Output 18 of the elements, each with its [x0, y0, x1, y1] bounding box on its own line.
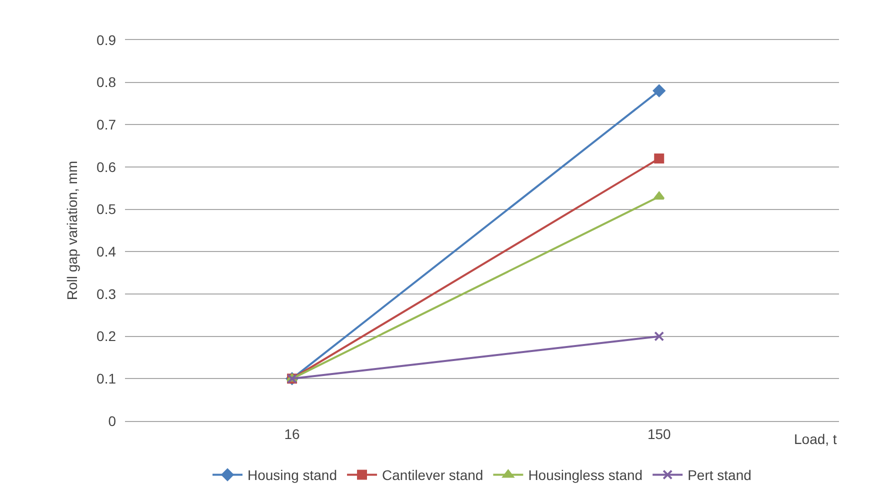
legend-label: Housing stand [248, 467, 338, 484]
y-tick-label: 0.2 [96, 328, 116, 344]
x-tick-label: 16 [284, 426, 300, 442]
y-tick-label: 0.9 [96, 32, 116, 48]
y-tick-label: 0.3 [96, 286, 116, 302]
y-tick-label: 0.7 [96, 116, 116, 133]
y-tick-label: 0.4 [96, 244, 116, 260]
y-tick-label: 0.1 [96, 370, 116, 387]
x-axis-title: Load, t [794, 431, 837, 447]
x-tick-label: 150 [647, 426, 672, 442]
y-tick-label: 0 [108, 412, 116, 429]
y-axis-title: Roll gap variation, mm [64, 160, 80, 300]
legend-label: Pert stand [688, 467, 752, 484]
y-tick-label: 0.5 [96, 201, 116, 218]
legend-label: Cantilever stand [382, 467, 484, 484]
y-tick-label: 0.8 [96, 74, 116, 90]
y-tick-label: 0.6 [96, 158, 116, 175]
legend-label: Housingless stand [528, 467, 643, 484]
